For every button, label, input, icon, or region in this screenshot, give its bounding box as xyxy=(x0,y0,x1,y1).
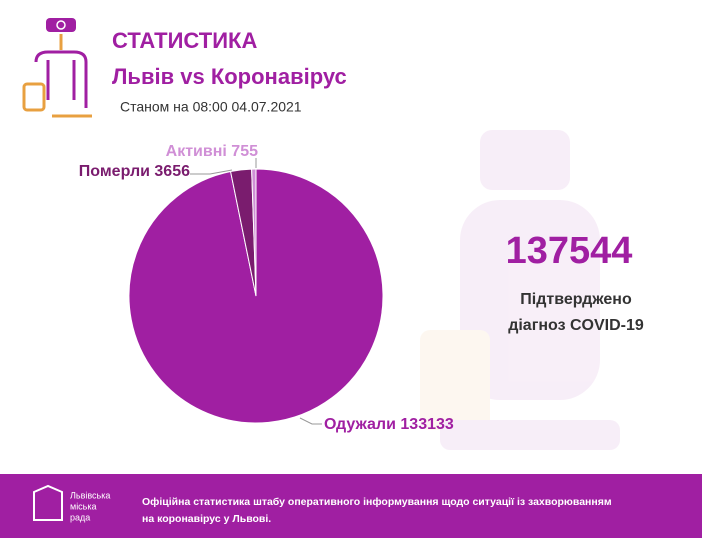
title: СТАТИСТИКА xyxy=(112,28,257,53)
slice-name: Померли xyxy=(79,163,150,180)
slice-value: 755 xyxy=(231,143,258,160)
summary-label: діагноз COVID-19 xyxy=(508,317,644,334)
slice-label: Померли 3656 xyxy=(79,163,190,180)
subtitle: Львів vs Коронавірус xyxy=(112,64,347,89)
logo xyxy=(22,18,92,118)
slice-name: Активні xyxy=(166,143,227,160)
footer-band xyxy=(0,474,702,538)
background-icon xyxy=(420,130,620,450)
leader-line xyxy=(299,417,322,425)
leader-line xyxy=(190,169,233,175)
date: Станом на 08:00 04.07.2021 xyxy=(120,99,302,115)
total: 137544 xyxy=(506,230,633,272)
summary-label: Підтверджено xyxy=(520,291,632,308)
org-name: міська xyxy=(70,501,97,511)
pie-slice xyxy=(251,168,257,297)
slice-name: Одужали xyxy=(324,416,396,433)
footer-logo xyxy=(33,484,63,521)
org-name: рада xyxy=(70,512,90,522)
slice-value: 133133 xyxy=(400,416,453,433)
footer-text: Офіційна статистика штабу оперативного і… xyxy=(142,496,612,525)
slice-label: Одужали 133133 xyxy=(324,416,454,433)
slice-label: Активні 755 xyxy=(166,143,258,160)
slice-value: 3656 xyxy=(154,163,190,180)
org-name: Львівська xyxy=(70,490,110,500)
